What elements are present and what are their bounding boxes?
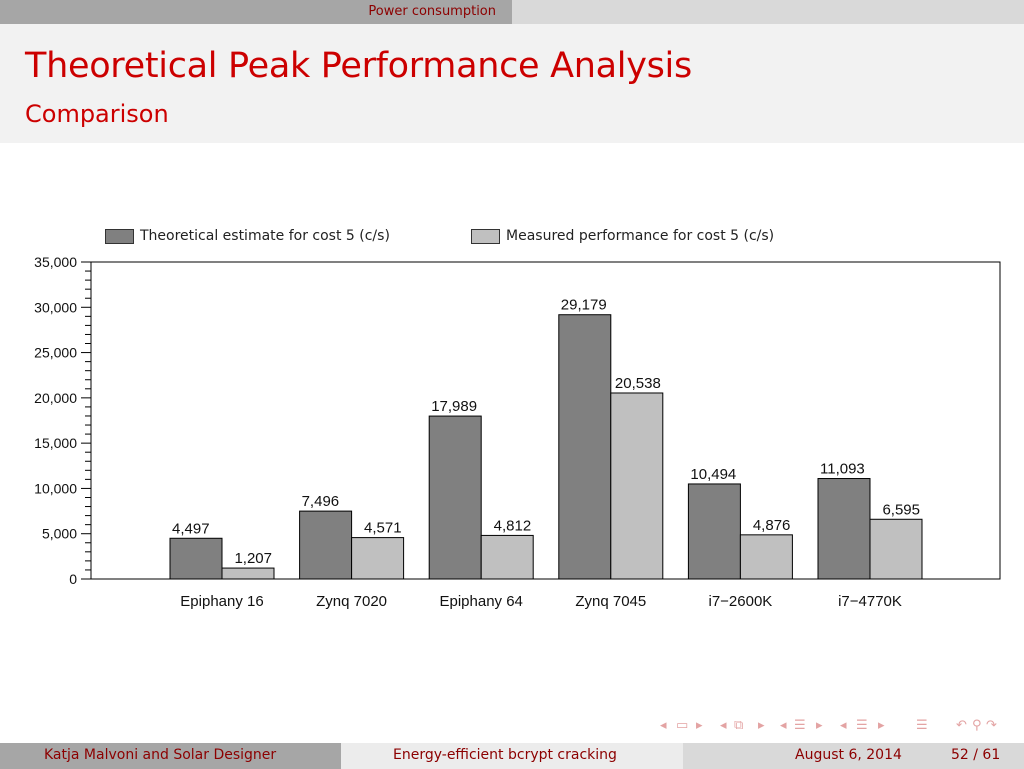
page-title: Theoretical Peak Performance Analysis — [25, 46, 692, 86]
footer-page-number: 52 / 61 — [951, 747, 1001, 763]
x-tick-label: i7−2600K — [708, 593, 772, 610]
y-tick-label: 20,000 — [34, 390, 77, 406]
legend-swatch-measured — [471, 228, 500, 244]
bar-measured — [351, 537, 405, 580]
redo-icon[interactable]: ↷ — [986, 718, 997, 733]
subsection-next2-icon[interactable]: ▸ — [878, 718, 885, 733]
section-navigation-bar: Power consumption — [0, 0, 1024, 24]
legend-item-measured: Measured performance for cost 5 (c/s) — [471, 228, 774, 244]
section-next-icon[interactable]: ▸ — [816, 718, 823, 733]
data-label: 6,595 — [882, 501, 920, 518]
footer-authors: Katja Malvoni and Solar Designer — [44, 747, 277, 763]
bar-theoretical — [558, 314, 612, 580]
frame-header: Theoretical Peak Performance Analysis Co… — [0, 24, 1024, 143]
legend-item-theoretical: Theoretical estimate for cost 5 (c/s) — [105, 228, 390, 244]
bar-theoretical — [299, 510, 353, 580]
subsection2-icon[interactable]: ☰ — [856, 718, 868, 733]
frame-next-icon[interactable]: ▸ — [696, 718, 703, 733]
frame-icon[interactable]: ▭ — [676, 718, 689, 733]
section-icon[interactable]: ☰ — [794, 718, 806, 733]
bar-measured — [480, 534, 534, 580]
toc-icon[interactable]: ☰ — [916, 718, 928, 733]
footer: Katja Malvoni and Solar Designer Energy-… — [0, 743, 1024, 769]
data-label: 4,812 — [494, 517, 532, 534]
subsection-next-icon[interactable]: ▸ — [758, 718, 765, 733]
current-section[interactable]: Power consumption — [0, 0, 512, 24]
footer-title-box: Energy-efficient bcrypt cracking — [341, 743, 683, 769]
data-label: 10,494 — [690, 466, 736, 483]
bar-theoretical — [817, 478, 871, 580]
bars: 4,497 1,207 7,496 4,571 17,989 4,812 29,179 20,… — [169, 297, 923, 580]
data-label: 1,207 — [234, 550, 272, 567]
data-label: 20,538 — [615, 375, 661, 392]
y-tick-label: 15,000 — [34, 435, 77, 451]
bar-theoretical — [428, 415, 482, 580]
bar-theoretical — [169, 537, 223, 580]
undo-icon[interactable]: ↶ — [956, 718, 967, 733]
footer-authors-box: Katja Malvoni and Solar Designer — [0, 743, 341, 769]
subsection-prev2-icon[interactable]: ◂ — [840, 718, 847, 733]
data-label: 17,989 — [431, 398, 477, 415]
bar-measured — [221, 567, 275, 580]
x-tick-label: Epiphany 16 — [180, 593, 263, 610]
data-label: 4,876 — [753, 517, 791, 534]
data-label: 4,497 — [172, 520, 210, 537]
bar-chart: 0 5,000 10,000 15,000 20,000 25,000 30,000 35,0… — [34, 254, 1001, 610]
y-tick-label: 0 — [69, 571, 77, 587]
legend-label-theoretical: Theoretical estimate for cost 5 (c/s) — [140, 228, 390, 244]
bar-theoretical — [687, 483, 741, 580]
bar-measured — [610, 392, 664, 580]
page-subtitle: Comparison — [25, 100, 169, 128]
subsection-icon[interactable]: ⧉ — [734, 718, 744, 733]
bar-measured — [739, 534, 793, 580]
section-prev-icon[interactable]: ◂ — [780, 718, 787, 733]
x-tick-label: i7−4770K — [838, 593, 902, 610]
x-axis-labels: Epiphany 16 Zynq 7020 Epiphany 64 Zynq 7045… — [180, 593, 902, 610]
data-label: 11,093 — [820, 461, 865, 478]
y-tick-label: 5,000 — [42, 526, 77, 542]
data-label: 29,179 — [561, 297, 607, 314]
y-axis: 0 5,000 10,000 15,000 20,000 25,000 30,000 35,0… — [34, 254, 91, 587]
x-tick-label: Epiphany 64 — [439, 593, 522, 610]
y-tick-label: 30,000 — [34, 299, 77, 315]
legend-swatch-theoretical — [105, 228, 134, 244]
footer-date-box: August 6, 2014 52 / 61 — [683, 743, 1024, 769]
plot-frame — [90, 261, 1001, 580]
x-tick-label: Zynq 7020 — [316, 593, 387, 610]
section-label[interactable]: Power consumption — [368, 4, 496, 19]
x-tick-label: Zynq 7045 — [575, 593, 646, 610]
y-tick-label: 10,000 — [34, 480, 77, 496]
search-icon[interactable]: ⚲ — [972, 718, 982, 733]
footer-date: August 6, 2014 — [795, 747, 902, 763]
frame-prev-icon[interactable]: ◂ — [660, 718, 667, 733]
subsection-prev-icon[interactable]: ◂ — [720, 718, 727, 733]
y-tick-label: 35,000 — [34, 254, 77, 270]
bar-measured — [869, 518, 923, 580]
footer-talk-title: Energy-efficient bcrypt cracking — [393, 747, 617, 763]
legend-label-measured: Measured performance for cost 5 (c/s) — [506, 228, 775, 244]
y-tick-label: 25,000 — [34, 345, 77, 361]
data-label: 4,571 — [364, 520, 402, 537]
data-label: 7,496 — [302, 493, 340, 510]
beamer-navigation: ◂ ▭ ▸ ◂ ⧉ ▸ ◂ ☰ ▸ ◂ ☰ ▸ ☰ ↶ ⚲ ↷ — [660, 718, 1020, 738]
